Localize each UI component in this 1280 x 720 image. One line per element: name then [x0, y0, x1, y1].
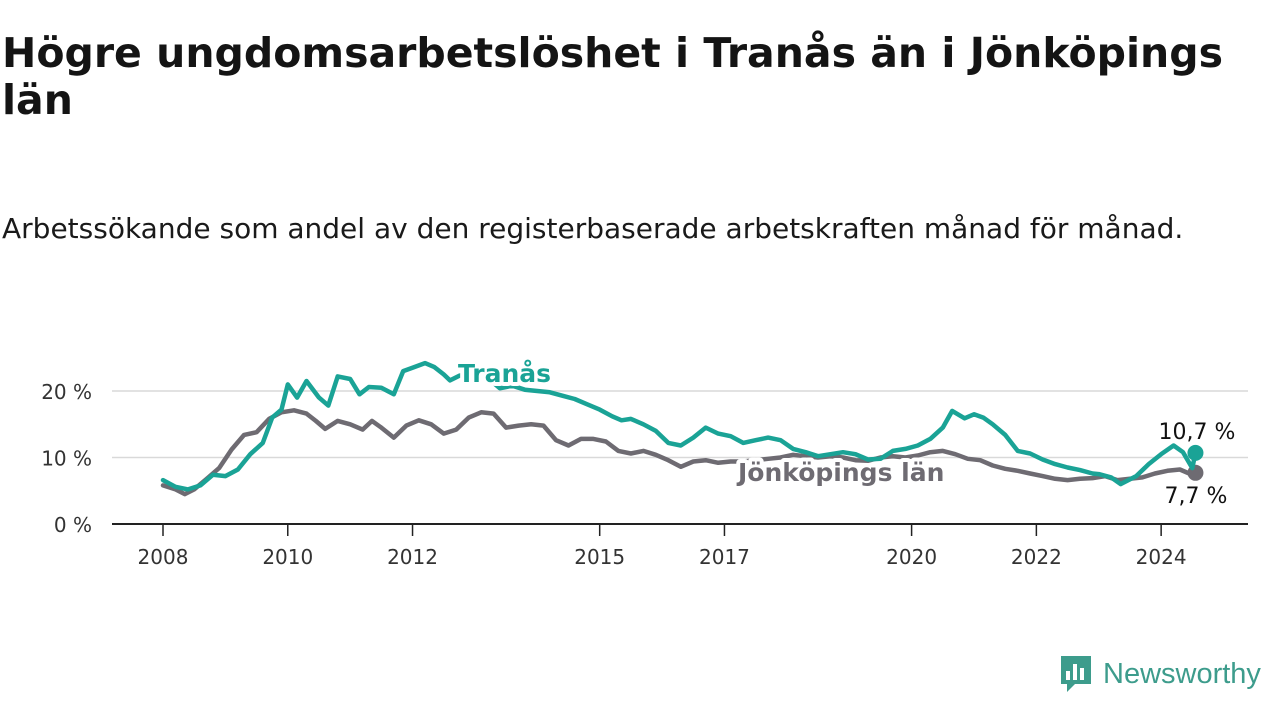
- end-label-jonkoping-text: 7,7 %: [1165, 484, 1228, 509]
- chart-title: Högre ungdomsarbetslöshet i Tranås än i …: [2, 29, 1223, 124]
- axes: 0 % 10 % 20 % 2008 2010 2012 2015 2017 2020 2022 2…: [41, 380, 1248, 569]
- newsworthy-logo-icon: [1061, 656, 1091, 692]
- series-label-tranas-text: Tranås: [458, 359, 551, 388]
- series-label-jonkoping-halo: Jönköpings län: [736, 458, 944, 487]
- x-tick-label: 2022: [1011, 545, 1062, 569]
- brand: Newsworthy: [1059, 654, 1261, 694]
- x-tick-label: 2012: [387, 545, 438, 569]
- series-line-jonkoping: [160, 408, 1198, 497]
- x-tick-label: 2020: [886, 545, 937, 569]
- end-label-tranas-halo: 10,7 %: [1159, 420, 1236, 445]
- x-tick-label: 2015: [574, 545, 625, 569]
- chart-subtitle: Arbetssökande som andel av den registerb…: [2, 212, 1184, 245]
- brand-name: Newsworthy: [1103, 657, 1261, 690]
- end-label-tranas-text: 10,7 %: [1159, 420, 1236, 445]
- end-label-tranas: 10,7 %10,7 %: [1155, 416, 1240, 449]
- series-label-jonkoping-text: Jönköpings län: [736, 458, 944, 487]
- series-lines: [160, 360, 1204, 497]
- end-label-jonkoping: 7,7 %7,7 %: [1161, 480, 1232, 513]
- y-tick-label: 10 %: [41, 447, 92, 471]
- x-tick-label: 2008: [138, 545, 189, 569]
- y-tick-label: 0 %: [54, 513, 92, 537]
- end-label-jonkoping-halo: 7,7 %: [1165, 484, 1228, 509]
- series-line-tranas: [160, 360, 1198, 492]
- x-tick-label: 2017: [699, 545, 750, 569]
- x-tick-label: 2010: [262, 545, 313, 569]
- series-label-tranas-halo: Tranås: [458, 359, 551, 388]
- end-point-tranas: [1187, 444, 1204, 461]
- y-tick-label: 20 %: [41, 380, 92, 404]
- x-tick-label: 2024: [1136, 545, 1187, 569]
